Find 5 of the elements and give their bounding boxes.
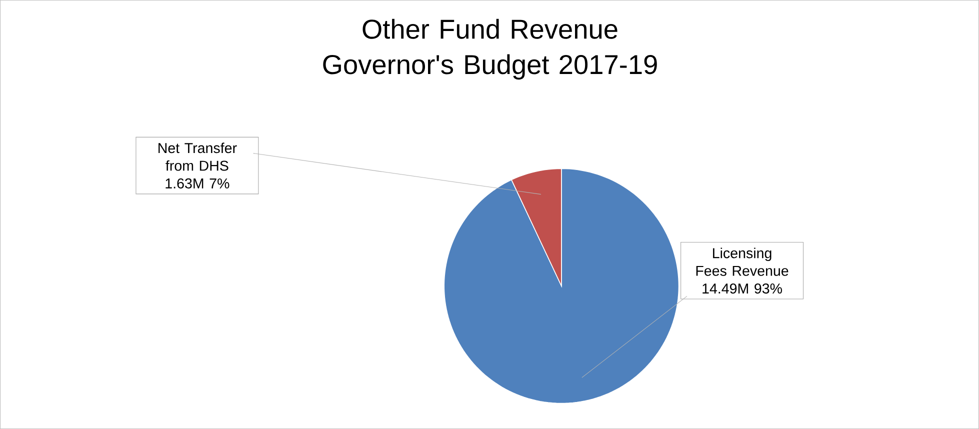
data-label: 1.63M 7% bbox=[166, 178, 230, 188]
slice-label: Net Transfer from DHS bbox=[158, 142, 237, 171]
data-label: 14.49M 93% bbox=[702, 283, 782, 294]
slice-label: Licensing Fees Revenue bbox=[696, 248, 788, 276]
chart-title: Other Fund Revenue Governor's Budget 2017-19 bbox=[323, 18, 657, 80]
